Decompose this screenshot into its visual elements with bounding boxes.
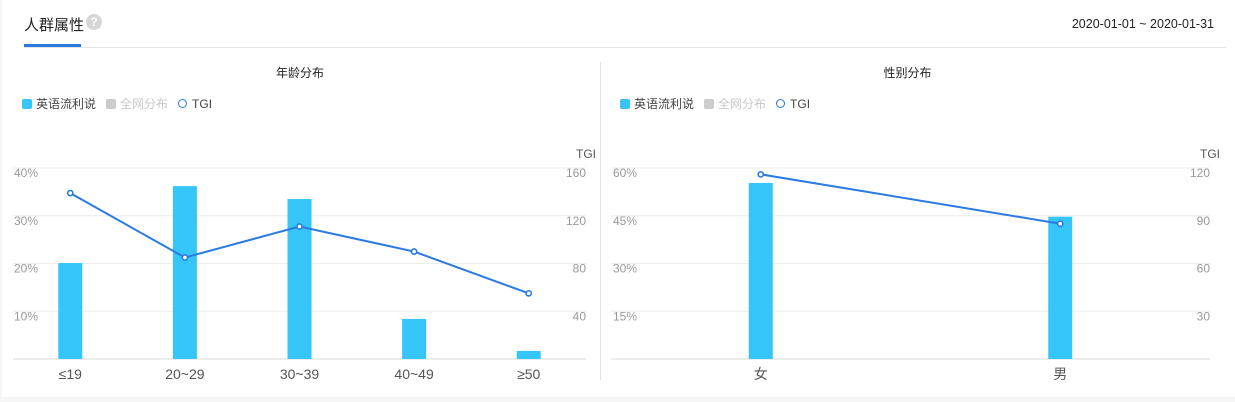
y-left-tick: 45% [613,214,637,228]
tgi-point[interactable] [757,170,765,178]
tgi-point[interactable] [1056,220,1064,228]
x-tick-label: 女 [754,366,768,382]
x-tick-label: 40~49 [394,366,434,382]
chart-title: 性别分布 [883,66,932,80]
bar[interactable] [748,182,773,359]
tgi-point[interactable] [181,254,189,261]
legend-item-brand[interactable]: 英语流利说 [22,95,96,112]
date-range: 2020-01-01 ~ 2020-01-31 [1071,17,1214,31]
bar[interactable] [287,199,312,359]
panel-divider [600,62,601,380]
y-right-tick: 120 [566,214,586,228]
x-tick-label: ≥50 [517,366,540,382]
y-left-tick: 10% [14,309,38,323]
active-tab-indicator [24,44,81,47]
legend-item-tgi[interactable]: TGI [776,97,810,111]
chart-title: 年龄分布 [275,66,324,80]
y-right-tick: 60 [1197,262,1211,276]
y-left-tick: 60% [613,166,637,180]
x-tick-label: 男 [1053,366,1067,382]
x-tick-label: 30~39 [280,366,320,382]
age-distribution-panel: 年龄分布 英语流利说 全网分布 TGI [2,55,598,385]
legend-item-all-network[interactable]: 全网分布 [106,95,168,112]
bar[interactable] [172,186,197,359]
legend-item-tgi[interactable]: TGI [178,97,212,111]
bar[interactable] [516,350,541,359]
y-right-tick: 120 [1190,166,1210,180]
y-left-tick: 30% [613,262,637,276]
tab-crowd-attributes[interactable]: 人群属性 [24,17,85,34]
gender-distribution-panel: 性别分布 英语流利说 全网分布 TGI [600,55,1235,385]
x-tick-label: ≤19 [59,366,82,382]
tgi-point[interactable] [296,223,303,230]
tgi-line [760,173,1061,225]
y-right-axis-label: TGI [1200,147,1220,161]
square-icon [704,98,715,109]
tgi-point[interactable] [525,289,533,297]
y-left-tick: 20% [14,262,38,276]
bar[interactable] [1048,216,1073,359]
x-tick-label: 20~29 [165,366,205,382]
y-left-tick: 15% [613,309,637,323]
square-icon [22,98,32,109]
legend-item-brand[interactable]: 英语流利说 [620,95,694,112]
y-right-tick: 90 [1197,214,1211,228]
tgi-point[interactable] [410,248,418,255]
square-icon [106,98,117,109]
y-right-tick: 30 [1197,309,1211,323]
legend-item-all-network[interactable]: 全网分布 [704,95,766,112]
tab-bar: 人群属性 ? 2020-01-01 ~ 2020-01-31 [24,0,1226,48]
bar[interactable] [58,263,83,359]
y-left-tick: 40% [14,166,38,180]
y-right-tick: 160 [566,166,586,180]
chart-legend: 英语流利说 全网分布 TGI [620,95,820,112]
y-right-tick: 80 [573,262,587,276]
y-right-axis-label: TGI [576,147,596,161]
y-left-tick: 30% [14,214,38,228]
tgi-point[interactable] [66,189,74,197]
circle-icon [776,99,786,108]
y-right-tick: 40 [573,309,587,323]
bar[interactable] [402,318,427,359]
square-icon [620,98,630,109]
help-icon[interactable]: ? [86,14,102,30]
chart-legend: 英语流利说 全网分布 TGI [22,95,222,112]
circle-icon [178,99,188,108]
